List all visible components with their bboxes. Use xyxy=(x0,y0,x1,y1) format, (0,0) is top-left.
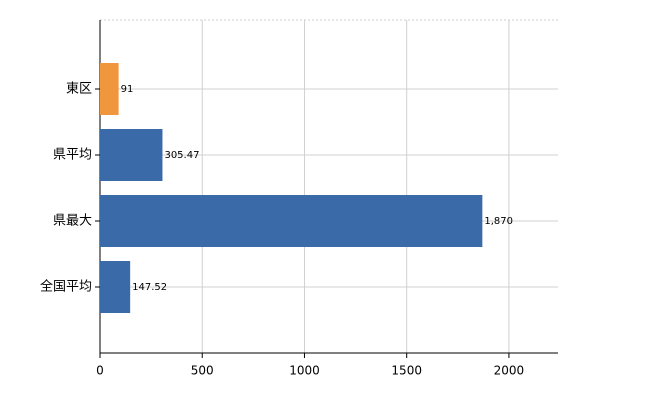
x-tick-label: 0 xyxy=(96,364,104,378)
x-tick-label: 1000 xyxy=(289,364,320,378)
bar xyxy=(100,129,163,181)
value-label: 91 xyxy=(121,84,134,95)
y-tick-label: 全国平均 xyxy=(40,279,92,295)
y-tick-label: 東区 xyxy=(66,81,92,97)
y-tick-label: 県平均 xyxy=(53,148,92,163)
x-tick-label: 1500 xyxy=(391,364,422,378)
value-label: 305.47 xyxy=(164,150,199,161)
value-label: 147.52 xyxy=(132,282,167,293)
bar xyxy=(100,63,119,115)
value-label: 1,870 xyxy=(484,216,513,227)
y-tick-label: 県最大 xyxy=(53,214,92,229)
x-tick-label: 500 xyxy=(191,364,214,378)
bar xyxy=(100,261,131,313)
bar xyxy=(100,195,483,247)
x-tick-label: 2000 xyxy=(494,364,525,378)
